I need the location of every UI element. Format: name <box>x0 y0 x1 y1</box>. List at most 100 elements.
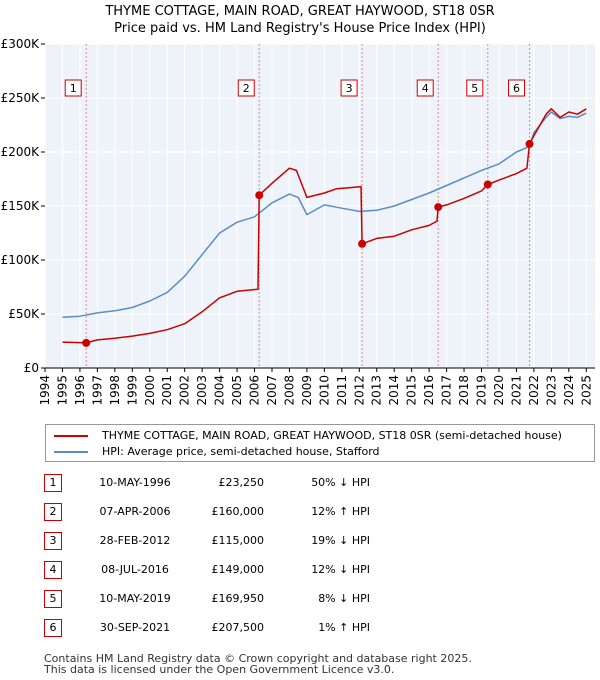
sale-label-box <box>237 79 255 97</box>
x-tick-label: 1998 <box>108 375 122 406</box>
sale-number-badge: 6 <box>44 619 62 637</box>
legend-item-property: THYME COTTAGE, MAIN ROAD, GREAT HAYWOOD,… <box>54 428 562 444</box>
sale-point <box>483 180 492 189</box>
sale-label-box <box>508 79 526 97</box>
x-tick-label: 1994 <box>38 375 52 406</box>
x-tick-label: 2016 <box>422 375 436 406</box>
sale-labels: 1 2 3 4 5 6 <box>64 79 526 97</box>
sale-number-badge: 4 <box>44 561 62 579</box>
sale-point <box>525 139 534 148</box>
x-tick-label: 2012 <box>352 375 366 406</box>
x-tick-label: 2004 <box>213 375 227 406</box>
sale-date: 07-APR-2006 <box>99 505 171 518</box>
x-tick-label: 1995 <box>55 375 69 406</box>
y-tick-label: £250K <box>1 91 41 105</box>
sale-date: 10-MAY-2019 <box>99 592 171 605</box>
x-tick-label: 2025 <box>579 375 593 406</box>
y-axis: £0 £50K £100K £150K £200K £250K £300K <box>1 37 45 375</box>
x-tick-label: 2000 <box>143 375 157 406</box>
x-tick-label: 1997 <box>90 375 104 406</box>
x-tick-label: 2009 <box>300 375 314 406</box>
x-tick-label: 2018 <box>457 375 471 406</box>
sale-point <box>434 203 443 212</box>
x-tick-label: 2020 <box>492 375 506 406</box>
sale-price: £160,000 <box>211 505 265 518</box>
x-tick-label: 1999 <box>125 375 139 406</box>
sale-label-text: 3 <box>346 82 353 95</box>
sale-price: £23,250 <box>218 476 265 489</box>
x-tick-label: 2014 <box>387 375 401 406</box>
sale-point <box>255 191 264 200</box>
sale-hpi-diff: 1% ↑ HPI <box>318 621 370 634</box>
sale-date: 30-SEP-2021 <box>99 621 171 634</box>
sale-label-text: 2 <box>243 82 250 95</box>
sale-number-badge: 2 <box>44 503 62 521</box>
legend-swatch-property <box>54 435 88 437</box>
sale-number-badge: 3 <box>44 532 62 550</box>
y-tick-label: £100K <box>1 253 41 267</box>
legend-label-hpi: HPI: Average price, semi-detached house,… <box>102 445 380 458</box>
x-tick-label: 2010 <box>317 375 331 406</box>
x-tick-label: 2024 <box>562 375 576 406</box>
legend-swatch-hpi <box>54 451 88 453</box>
x-tick-label: 1996 <box>73 375 87 406</box>
sale-point <box>358 239 367 248</box>
sale-label-box <box>340 79 358 97</box>
property-line <box>62 108 587 344</box>
x-tick-label: 2023 <box>544 375 558 406</box>
hpi-line <box>62 111 587 318</box>
sale-hpi-diff: 19% ↓ HPI <box>311 534 370 547</box>
sale-number-badge: 1 <box>44 474 62 492</box>
sale-points <box>82 139 534 347</box>
x-tick-label: 2007 <box>265 375 279 406</box>
footer-copyright: Contains HM Land Registry data © Crown c… <box>44 652 472 665</box>
sale-hpi-diff: 12% ↑ HPI <box>311 505 370 518</box>
x-tick-label: 2001 <box>160 375 174 406</box>
sale-label-text: 4 <box>422 82 429 95</box>
y-tick-label: £50K <box>8 307 40 321</box>
sale-number-badge: 5 <box>44 590 62 608</box>
x-tick-label: 2017 <box>440 375 454 406</box>
y-tick-label: £150K <box>1 199 41 213</box>
sale-price: £169,950 <box>211 592 265 605</box>
x-tick-label: 2002 <box>178 375 192 406</box>
y-tick-label: £0 <box>24 361 39 375</box>
sale-hpi-diff: 50% ↓ HPI <box>311 476 370 489</box>
sale-date: 10-MAY-1996 <box>99 476 171 489</box>
legend-item-hpi: HPI: Average price, semi-detached house,… <box>54 444 380 460</box>
price-chart: 1 2 3 4 5 6 £0 £50K £100K £150K £200K £250K £300K 1… <box>1 37 595 406</box>
x-tick-label: 2019 <box>475 375 489 406</box>
chart-title: THYME COTTAGE, MAIN ROAD, GREAT HAYWOOD,… <box>105 4 495 19</box>
x-tick-label: 2015 <box>405 375 419 406</box>
x-tick-label: 2013 <box>370 375 384 406</box>
sale-label-text: 1 <box>70 82 77 95</box>
x-tick-label: 2008 <box>282 375 296 406</box>
x-tick-label: 2005 <box>230 375 244 406</box>
sale-hpi-diff: 8% ↓ HPI <box>318 592 370 605</box>
sale-price: £207,500 <box>211 621 265 634</box>
y-tick-label: £300K <box>1 37 41 51</box>
sale-hpi-diff: 12% ↓ HPI <box>311 563 370 576</box>
x-tick-label: 2022 <box>527 375 541 406</box>
legend: THYME COTTAGE, MAIN ROAD, GREAT HAYWOOD,… <box>45 424 595 462</box>
sale-price: £149,000 <box>211 563 265 576</box>
sale-label-box <box>416 79 434 97</box>
sale-label-text: 5 <box>471 82 478 95</box>
sale-label-box <box>466 79 484 97</box>
legend-label-property: THYME COTTAGE, MAIN ROAD, GREAT HAYWOOD,… <box>102 429 562 442</box>
sale-label-text: 6 <box>513 82 520 95</box>
chart-subtitle: Price paid vs. HM Land Registry's House … <box>114 21 486 36</box>
series-lines <box>62 108 587 344</box>
sale-point <box>82 338 91 347</box>
x-axis: 1994 1995 1996 1997 1998 1999 2000 2001 2002 2003… <box>38 367 595 406</box>
y-tick-label: £200K <box>1 145 41 159</box>
sale-date: 28-FEB-2012 <box>99 534 171 547</box>
x-tick-label: 2003 <box>195 375 209 406</box>
x-tick-label: 2011 <box>335 375 349 406</box>
footer-licence: This data is licensed under the Open Gov… <box>44 663 395 676</box>
sale-label-box <box>64 79 82 97</box>
x-tick-label: 2006 <box>248 375 262 406</box>
sale-date: 08-JUL-2016 <box>101 563 169 576</box>
x-tick-label: 2021 <box>509 375 523 406</box>
sale-price: £115,000 <box>211 534 265 547</box>
